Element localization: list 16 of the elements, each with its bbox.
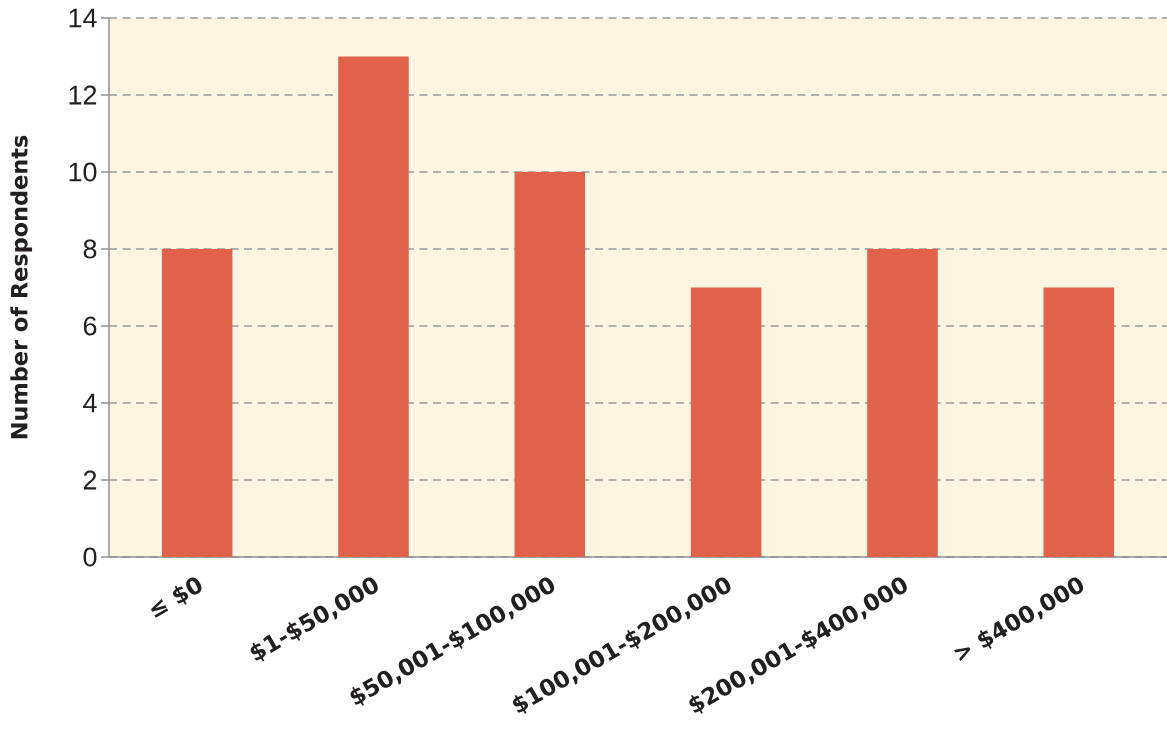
y-tick-label: 8 [83,239,97,259]
y-axis-title: Number of Respondents [10,135,33,439]
y-tick-label: 10 [69,162,97,182]
y-tick-label: 14 [69,8,97,28]
bar [338,56,409,557]
bar [161,249,233,557]
y-tick-label: 6 [83,316,97,336]
y-tick-label: 4 [83,393,97,413]
y-tick-label: 2 [83,470,97,490]
y-tick-label: 12 [69,85,97,105]
bar [690,287,762,557]
bar [514,172,586,557]
x-tick-label: ≤ $0 [150,577,202,618]
bar [867,249,938,557]
bar [1043,287,1115,557]
y-tick-label: 0 [83,547,97,567]
